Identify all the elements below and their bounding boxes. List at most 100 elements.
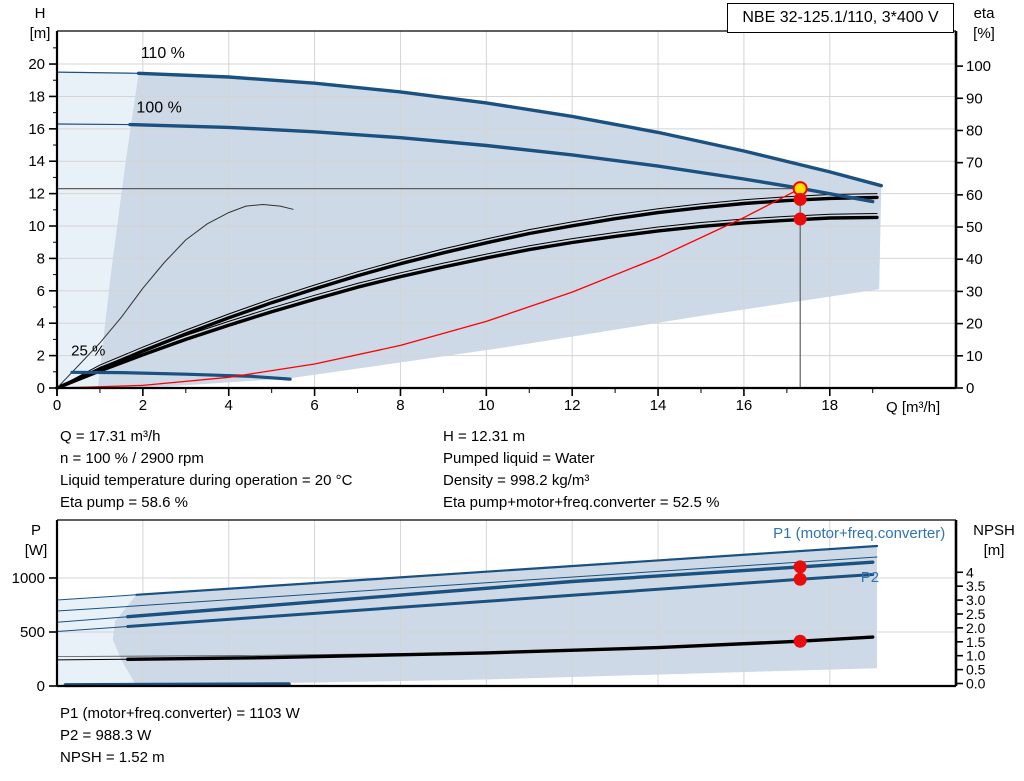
affinity-parabola — [56, 187, 801, 389]
readout-eta-pump: Eta pump = 58.6 % — [60, 494, 188, 511]
tick-label-bottom: 0 — [53, 397, 61, 414]
readout-liquid: Pumped liquid = Water — [443, 450, 595, 467]
p2-100pct-lead — [56, 626, 129, 632]
tick-label-right: 1.0 — [966, 648, 986, 664]
p1-110pct-curve — [135, 544, 879, 596]
tick-label-left: 0 — [37, 380, 45, 397]
tick-label-left: 500 — [20, 624, 45, 641]
tick-label-left: 16 — [28, 121, 45, 138]
tick-label-right: 0.5 — [966, 662, 986, 678]
tick-label-right: 50 — [966, 219, 983, 236]
p2-110pct-curve — [56, 556, 878, 612]
pump-title: NBE 32-125.1/110, 3*400 V — [742, 9, 939, 26]
eta-25pct-arc — [56, 204, 294, 389]
tick-label-bottom: 4 — [225, 397, 233, 414]
tick-label-bottom: 2 — [139, 397, 147, 414]
operating-envelope — [97, 73, 882, 389]
readout-density: Density = 998.2 kg/m³ — [443, 472, 590, 489]
tick-label-left: 2 — [37, 348, 45, 365]
tick-label-right: 2.0 — [966, 620, 986, 636]
tick-label-bottom: 14 — [650, 397, 667, 414]
hq-curve-100pct-lead — [56, 123, 131, 126]
tick-label-right: 20 — [966, 316, 983, 333]
p1-100pct-curve — [126, 560, 875, 619]
duty-readout-left: Q = 17.31 m³/h n = 100 % / 2900 rpm Liqu… — [60, 426, 352, 514]
tick-label-left: 12 — [28, 186, 45, 203]
tick-label-left: 20 — [28, 56, 45, 73]
readout-p1: P1 (motor+freq.converter) = 1103 W — [60, 705, 300, 722]
tick-label-right: 2.5 — [966, 606, 986, 622]
tick-label-right: 3.0 — [966, 592, 986, 608]
readout-q: Q = 17.31 m³/h — [60, 428, 161, 445]
label-25pct: 25 % — [71, 343, 105, 360]
tick-label-bottom: 10 — [478, 397, 495, 414]
p2-point — [793, 572, 807, 586]
tick-label-right: 10 — [966, 348, 983, 365]
tick-label-right: 100 — [966, 58, 991, 75]
label-100pct: 100 % — [136, 100, 181, 117]
low-flow-zone — [57, 72, 139, 388]
p1-point — [793, 560, 807, 574]
tick-label-right: 4 — [966, 564, 974, 580]
tick-label-left: 8 — [37, 250, 45, 267]
p2-100pct-curve — [126, 573, 875, 628]
hq-curve-110pct-lead — [56, 71, 140, 74]
tick-label-right: 0.0 — [966, 675, 986, 691]
npsh-point — [793, 634, 807, 648]
eta-pump-thin-curve — [56, 193, 878, 389]
tick-label-right: 1.5 — [966, 634, 986, 650]
hq-curve-100pct — [128, 122, 875, 204]
p1-100pct-lead — [56, 616, 129, 623]
readout-h: H = 12.31 m — [443, 428, 526, 445]
readout-eta-total: Eta pump+motor+freq.converter = 52.5 % — [443, 494, 720, 511]
p1-110pct-lead — [56, 594, 137, 601]
tick-label-right: 3.5 — [966, 578, 986, 594]
duty-readout-right: H = 12.31 m Pumped liquid = Water Densit… — [443, 426, 719, 514]
q-axis-label: Q [m³/h] — [886, 399, 941, 416]
tick-label-left: 10 — [28, 218, 45, 235]
tick-label-right: 80 — [966, 122, 983, 139]
tick-label-right: 60 — [966, 187, 983, 204]
npsh-lead — [56, 658, 129, 661]
readout-npsh: NPSH = 1.52 m — [60, 749, 165, 766]
tick-label-left: 1000 — [12, 570, 45, 587]
tick-label-right: 70 — [966, 155, 983, 172]
tick-label-left: 18 — [28, 88, 45, 105]
eta-pump-point — [793, 192, 807, 206]
eta-total-thin-curve — [56, 213, 878, 389]
tick-label-right: 40 — [966, 251, 983, 268]
readout-n: n = 100 % / 2900 rpm — [60, 450, 204, 467]
tick-label-bottom: 18 — [821, 397, 838, 414]
hq-curve-25pct — [70, 370, 292, 381]
eta-total-point — [793, 212, 807, 226]
hq-curve-110pct — [136, 71, 883, 188]
tick-label-right: 0 — [966, 380, 974, 397]
tick-label-left: 0 — [37, 678, 45, 695]
npsh-axis-label: NPSH [m] — [973, 522, 1015, 559]
tick-label-bottom: 6 — [310, 397, 318, 414]
tick-label-bottom: 8 — [396, 397, 404, 414]
tick-label-left: 6 — [37, 283, 45, 300]
tick-label-right: 30 — [966, 283, 983, 300]
power-envelope — [112, 546, 878, 686]
h-axis-label: H [m] — [29, 5, 51, 42]
p-axis-label: P [W] — [24, 522, 48, 559]
eta-pump-curve — [55, 195, 879, 390]
npsh-upper-thin — [56, 653, 401, 657]
pump-title-box: NBE 32-125.1/110, 3*400 V — [727, 3, 954, 33]
tick-label-right: 90 — [966, 90, 983, 107]
readout-p2: P2 = 988.3 W — [60, 727, 152, 744]
tick-label-bottom: 16 — [736, 397, 753, 414]
npsh-curve — [126, 635, 875, 661]
eta-total-curve — [55, 215, 879, 390]
tick-label-left: 14 — [28, 153, 45, 170]
eta-axis-label: eta [%] — [973, 5, 995, 42]
tick-label-bottom: 12 — [564, 397, 581, 414]
label-p2: P2 — [861, 569, 879, 586]
label-p1: P1 (motor+freq.converter) — [773, 525, 945, 542]
power-readout: P1 (motor+freq.converter) = 1103 W P2 = … — [60, 703, 300, 769]
label-110pct: 110 % — [141, 45, 185, 62]
tick-label-left: 4 — [37, 315, 45, 332]
